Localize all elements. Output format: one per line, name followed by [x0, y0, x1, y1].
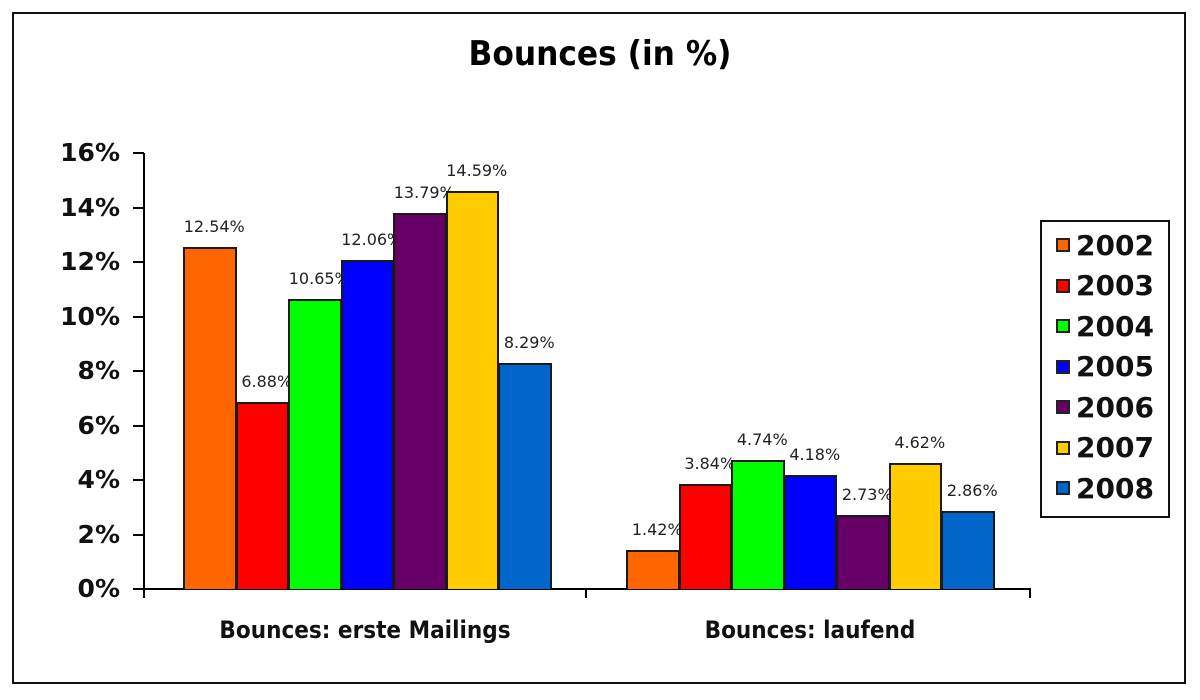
- bar-2003-laufend: [678, 484, 732, 589]
- y-tick-label: 2%: [77, 519, 120, 549]
- data-label: 13.79%: [393, 183, 455, 203]
- bar-2008-erste-mailings: [498, 363, 552, 589]
- x-tick: [585, 588, 587, 598]
- legend-swatch-icon: [1056, 359, 1070, 374]
- legend-item-2006: 2006: [1056, 390, 1154, 424]
- legend-swatch-icon: [1056, 440, 1070, 455]
- legend-item-2002: 2002: [1056, 228, 1154, 262]
- bar-2008-laufend: [941, 511, 995, 589]
- y-tick-label: 4%: [77, 465, 120, 494]
- bar-2002-erste-mailings: [183, 247, 237, 589]
- bar-2003-erste-mailings: [235, 401, 289, 589]
- legend-item-2003: 2003: [1056, 269, 1154, 303]
- legend-item-2005: 2005: [1056, 350, 1154, 384]
- y-tick: [133, 206, 144, 209]
- bar-2005-erste-mailings: [340, 260, 394, 589]
- legend-item-2004: 2004: [1056, 309, 1154, 343]
- y-tick-label: 10%: [60, 301, 120, 331]
- bar-2007-laufend: [888, 463, 942, 589]
- legend-swatch-icon: [1056, 238, 1070, 252]
- y-tick-label: 6%: [77, 410, 120, 440]
- y-tick-label: 8%: [77, 356, 120, 385]
- y-tick-label: 16%: [60, 138, 120, 167]
- bar-2007-erste-mailings: [445, 191, 499, 589]
- data-label: 3.84%: [684, 454, 736, 474]
- legend-swatch-icon: [1056, 400, 1070, 414]
- data-label: 2.86%: [946, 481, 998, 501]
- legend-label: 2008: [1076, 471, 1154, 505]
- bar-2004-laufend: [731, 459, 785, 589]
- data-label: 4.62%: [894, 433, 946, 453]
- y-tick: [133, 152, 144, 154]
- x-tick: [143, 588, 145, 598]
- bar-2002-laufend: [626, 550, 680, 589]
- x-axis: [143, 588, 1031, 590]
- y-tick-label: 0%: [77, 574, 120, 603]
- legend-label: 2004: [1076, 309, 1154, 343]
- data-label: 14.59%: [446, 161, 508, 181]
- legend-swatch-icon: [1056, 481, 1070, 495]
- legend-label: 2005: [1076, 350, 1154, 383]
- legend-swatch-icon: [1056, 319, 1070, 333]
- y-tick-label: 12%: [60, 247, 120, 276]
- chart-title: Bounces (in %): [468, 34, 732, 74]
- legend-swatch-icon: [1056, 278, 1070, 293]
- data-label: 6.88%: [241, 371, 293, 391]
- data-label: 4.18%: [789, 445, 841, 465]
- data-label: 10.65%: [288, 268, 350, 288]
- y-tick-label: 14%: [60, 192, 120, 222]
- data-label: 2.73%: [841, 484, 893, 504]
- y-tick: [133, 479, 144, 481]
- data-label: 4.74%: [736, 429, 788, 449]
- y-axis: [143, 153, 145, 590]
- legend: 2002 2003 2004 2005 2006 2007 2008: [1040, 220, 1170, 518]
- y-tick: [133, 424, 144, 427]
- legend-label: 2002: [1076, 228, 1154, 262]
- bar-2005-laufend: [783, 475, 837, 589]
- x-tick: [1029, 588, 1031, 598]
- legend-item-2007: 2007: [1056, 431, 1154, 465]
- bar-2006-laufend: [836, 514, 890, 589]
- y-tick: [133, 261, 144, 263]
- data-label: 12.54%: [183, 217, 245, 237]
- y-tick: [133, 315, 144, 318]
- category-label: Bounces: erste Mailings: [219, 616, 511, 644]
- legend-label: 2006: [1076, 390, 1154, 424]
- y-tick: [133, 533, 144, 536]
- y-tick: [133, 588, 144, 590]
- bar-2006-erste-mailings: [393, 213, 447, 589]
- data-label: 12.06%: [341, 230, 403, 250]
- legend-item-2008: 2008: [1056, 471, 1154, 505]
- legend-label: 2007: [1076, 431, 1154, 464]
- data-label: 1.42%: [631, 520, 683, 540]
- category-label: Bounces: laufend: [704, 616, 916, 644]
- y-tick: [133, 370, 144, 372]
- legend-label: 2003: [1076, 269, 1154, 302]
- data-label: 8.29%: [503, 333, 555, 353]
- bar-2004-erste-mailings: [288, 298, 342, 589]
